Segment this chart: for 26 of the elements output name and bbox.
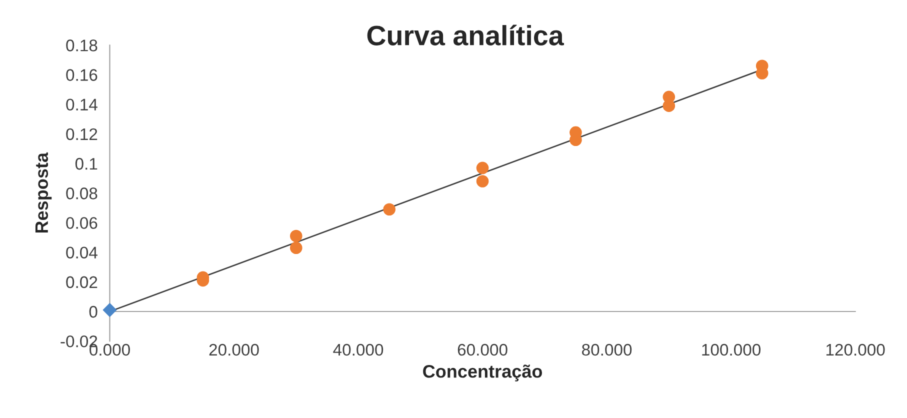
- y-tick-label: 0.04: [66, 246, 98, 259]
- y-tick-label: 0.18: [66, 40, 98, 52]
- y-tick-label: 0.06: [66, 217, 98, 229]
- y-tick-label: 0.08: [66, 188, 98, 200]
- x-tick-label: 80.000: [582, 344, 632, 356]
- x-tick-label: 40.000: [333, 344, 384, 356]
- x-axis-title: Concentração: [423, 364, 542, 382]
- x-tick-label: 100.000: [702, 344, 761, 356]
- point: [290, 242, 302, 254]
- point: [476, 175, 489, 188]
- y-tick-label: 0.1: [75, 158, 98, 170]
- y-tick-label: 0.12: [66, 128, 98, 140]
- point: [290, 230, 302, 242]
- point: [662, 100, 676, 112]
- y-tick-label: 0.02: [66, 276, 98, 288]
- y-axis-title: Resposta: [35, 152, 52, 233]
- x-tick-label: 120.000: [826, 344, 885, 356]
- point: [102, 303, 117, 317]
- y-tick-label: 0.14: [66, 98, 98, 111]
- point: [383, 203, 396, 216]
- x-tick-label: 60.000: [458, 344, 508, 356]
- x-tick-label: 20.000: [209, 344, 259, 356]
- y-tick-label: 0.16: [66, 69, 98, 81]
- chart-title: Curva analítica: [367, 24, 564, 46]
- point: [476, 162, 489, 174]
- y-tick-label: 0: [89, 306, 98, 318]
